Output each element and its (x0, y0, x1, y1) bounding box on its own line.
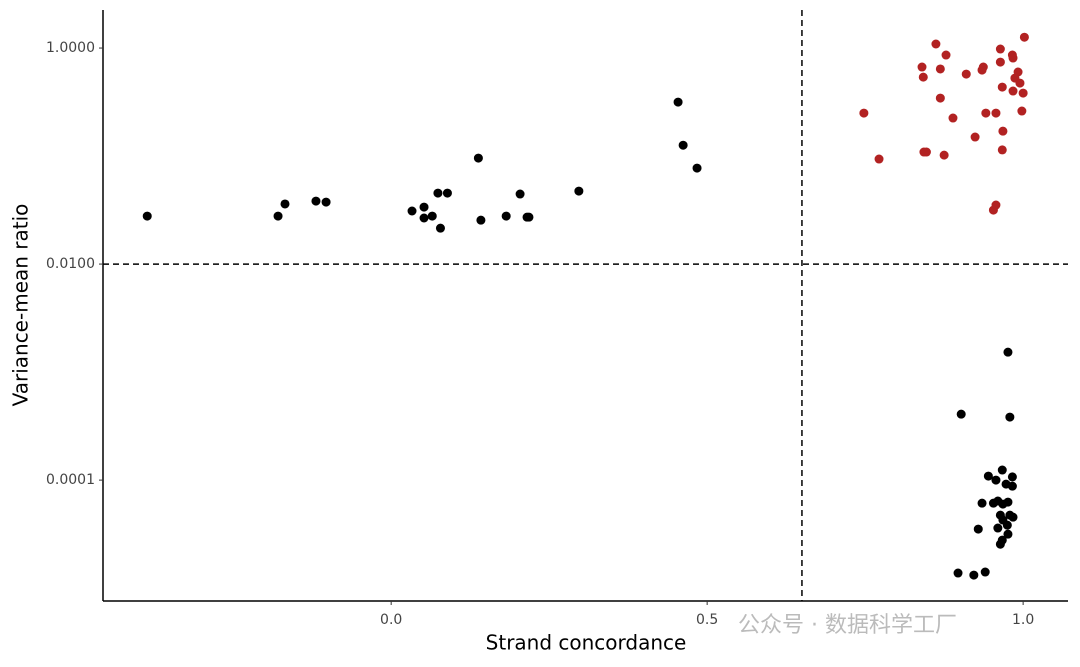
point (433, 188, 443, 198)
point (673, 97, 683, 107)
point (988, 205, 998, 215)
point (995, 539, 1005, 549)
point (991, 108, 1001, 118)
point (941, 50, 951, 60)
point (918, 72, 928, 82)
point (939, 150, 949, 160)
point (980, 567, 990, 577)
point (935, 64, 945, 74)
point (993, 523, 1003, 533)
point (917, 62, 927, 72)
point (321, 197, 331, 207)
point (1003, 497, 1013, 507)
point (874, 154, 884, 164)
point (515, 189, 525, 199)
point (524, 212, 534, 222)
point (969, 570, 979, 580)
x-axis-title: Strand concordance (486, 631, 687, 655)
point (859, 108, 869, 118)
point (973, 524, 983, 534)
point (931, 39, 941, 49)
point (956, 409, 966, 419)
point (427, 211, 437, 221)
point (981, 108, 991, 118)
point (935, 93, 945, 103)
point (678, 140, 688, 150)
point (435, 223, 445, 233)
point (476, 215, 486, 225)
x-tick-label: 1.0 (1012, 612, 1034, 628)
point (419, 213, 429, 223)
point (1015, 78, 1025, 88)
point (970, 132, 980, 142)
point (997, 465, 1007, 475)
point (953, 568, 963, 578)
point (419, 202, 429, 212)
point (998, 126, 1008, 136)
point (692, 163, 702, 173)
x-tick-label: 0.0 (380, 612, 402, 628)
point (995, 44, 1005, 54)
point (991, 475, 1001, 485)
point (142, 211, 152, 221)
point (961, 69, 971, 79)
point (1008, 53, 1018, 63)
point (983, 471, 993, 481)
point (1008, 86, 1018, 96)
point (921, 147, 931, 157)
watermark: 公众号 · 数据科学工厂 (738, 613, 957, 638)
point (1007, 472, 1017, 482)
point (407, 206, 417, 216)
point (280, 199, 290, 209)
y-tick-label: 1.0000 (46, 40, 95, 56)
y-tick-label: 0.0100 (46, 256, 95, 272)
point (501, 211, 511, 221)
point (311, 196, 321, 206)
point (1005, 412, 1015, 422)
point (1018, 88, 1028, 98)
point (977, 498, 987, 508)
point (1002, 520, 1012, 530)
point (473, 153, 483, 163)
x-tick-label: 0.5 (696, 612, 718, 628)
point (1007, 481, 1017, 491)
point (1003, 529, 1013, 539)
point (997, 82, 1007, 92)
point (273, 211, 283, 221)
point (997, 145, 1007, 155)
point (574, 186, 584, 196)
y-axis-title: Variance-mean ratio (9, 204, 33, 407)
y-tick-label: 0.0001 (46, 472, 95, 488)
point (1019, 32, 1029, 42)
point (995, 57, 1005, 67)
point (1003, 347, 1013, 357)
point (1017, 106, 1027, 116)
point (1008, 512, 1018, 522)
point (977, 65, 987, 75)
point (442, 188, 452, 198)
point (948, 113, 958, 123)
